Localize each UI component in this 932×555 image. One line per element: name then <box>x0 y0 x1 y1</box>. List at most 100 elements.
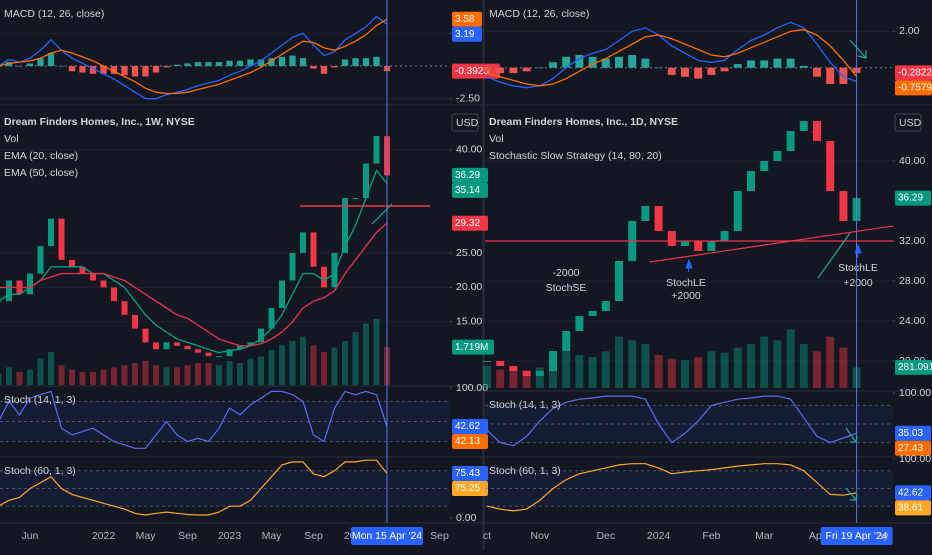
histogram-bar <box>373 56 380 67</box>
volume-bar <box>289 341 296 385</box>
y-tick-label: 28.00 <box>899 275 925 287</box>
volume-bar <box>153 365 159 385</box>
price-badge-label: 42.13 <box>455 436 480 447</box>
indicator-title: Stoch (14, 1, 3) <box>489 399 561 411</box>
y-tick-label: 24.00 <box>899 315 925 327</box>
price-badge-label: 36.29 <box>898 193 923 204</box>
trade-annotation: +2000 <box>843 277 873 289</box>
indicator-title: Stoch (14, 1, 3) <box>4 394 76 406</box>
currency-label: USD <box>456 117 479 129</box>
candle <box>258 328 264 343</box>
volume-bar <box>142 360 149 385</box>
volume-bar <box>69 369 75 385</box>
volume-bar <box>363 323 369 385</box>
histogram-bar <box>100 66 107 74</box>
price-badge-label: 35.03 <box>898 428 923 439</box>
candle <box>562 331 571 351</box>
candle <box>321 266 327 288</box>
crosshair-label-box <box>820 527 893 545</box>
candle <box>615 261 623 301</box>
histogram-bar <box>747 60 755 68</box>
histogram-bar <box>496 67 505 74</box>
price-badge-label: 3.19 <box>455 29 475 40</box>
histogram-bar <box>121 66 128 76</box>
volume-bar <box>300 336 306 385</box>
histogram-bar <box>37 58 44 67</box>
candle <box>111 287 117 302</box>
x-tick-label: Sep <box>430 530 449 542</box>
candle <box>6 280 12 302</box>
x-tick-label: ay <box>877 530 889 542</box>
candle <box>496 361 505 366</box>
x-tick-label: May <box>136 530 157 542</box>
price-badge <box>452 339 494 355</box>
histogram-bar <box>236 60 244 67</box>
histogram-bar <box>268 58 275 67</box>
volume-bar <box>6 367 12 385</box>
stoch-line <box>0 459 388 516</box>
histogram-bar <box>47 52 55 67</box>
histogram-bar <box>173 64 181 67</box>
y-tick-label: 2.00 <box>899 25 920 37</box>
histogram-bar <box>331 66 338 68</box>
candle <box>27 273 33 295</box>
histogram-bar <box>813 67 821 77</box>
volume-bar <box>760 336 769 388</box>
arrow <box>849 39 867 59</box>
volume-bar <box>184 365 191 385</box>
price-badge <box>452 63 500 79</box>
price-badge <box>452 215 488 231</box>
histogram-bar <box>320 66 328 74</box>
volume-bar <box>90 371 96 385</box>
candle <box>132 314 138 329</box>
macd-line <box>0 15 388 100</box>
candle <box>707 241 716 251</box>
volume-bar <box>786 329 795 388</box>
x-tick-label: Fri 19 Apr '24 <box>826 530 888 542</box>
price-badge <box>895 190 931 206</box>
candle <box>205 352 212 357</box>
price-badge <box>895 425 931 441</box>
ema-line <box>0 169 388 354</box>
volume-bar <box>100 369 107 385</box>
trade-annotation: StochLE <box>666 277 706 289</box>
stoch-line <box>486 463 857 512</box>
volume-bar <box>562 351 571 388</box>
volume-bar <box>258 356 264 385</box>
candle <box>694 241 703 251</box>
x-tick-label: 2023 <box>218 530 242 542</box>
candle <box>483 361 491 362</box>
price-badge <box>452 433 488 449</box>
price-badge-label: 35.14 <box>455 185 480 196</box>
volume-bar <box>174 367 180 385</box>
currency-box <box>451 113 479 132</box>
indicator-title: MACD (12, 26, close) <box>4 8 104 20</box>
histogram-bar <box>289 55 296 67</box>
x-tick-label: Sep <box>304 530 323 542</box>
volume-bar <box>342 341 348 385</box>
legend-entry: Vol <box>489 133 504 145</box>
crosshair-label-box <box>351 527 423 545</box>
histogram-bar <box>549 62 557 68</box>
candle <box>747 171 755 191</box>
volume-bar <box>37 358 44 385</box>
histogram-bar <box>522 67 531 72</box>
histogram-bar <box>152 66 160 73</box>
y-tick-label: 100.00 <box>899 387 931 399</box>
trade-annotation: StochSE <box>546 282 587 294</box>
candle <box>733 191 742 231</box>
x-tick-label: Dec <box>596 530 615 542</box>
x-tick-label: 2024 <box>647 530 671 542</box>
candle <box>522 371 531 376</box>
y-tick-label: 0.00 <box>456 512 477 524</box>
signal-line <box>486 28 858 87</box>
price-badge-label: 36.29 <box>455 170 480 181</box>
candle <box>69 259 75 267</box>
price-badge-label: 75.43 <box>455 468 480 479</box>
buy-marker <box>854 243 862 258</box>
histogram-bar <box>760 60 769 68</box>
volume-bar <box>27 369 33 385</box>
volume-bar <box>247 358 254 385</box>
price-badge <box>895 500 931 516</box>
